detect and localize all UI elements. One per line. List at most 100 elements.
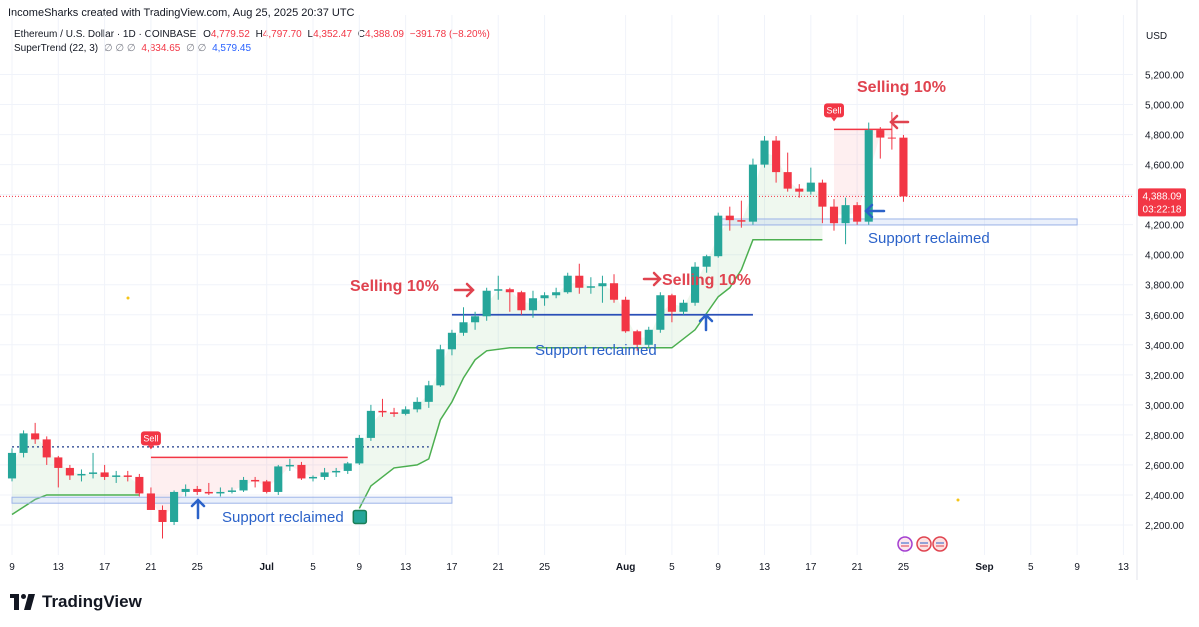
x-tick-label: Jul xyxy=(259,562,274,573)
symbol-legend[interactable]: Ethereum / U.S. Dollar · 1D · COINBASE O… xyxy=(14,29,490,40)
x-tick-label: Sep xyxy=(975,562,993,573)
candle-body xyxy=(725,215,734,221)
tradingview-logo-icon xyxy=(10,594,36,610)
y-tick-label: 2,600.00 xyxy=(1145,461,1184,472)
candle-body xyxy=(667,295,676,312)
event-dot xyxy=(126,296,130,300)
sell-signal-pointer xyxy=(147,445,154,450)
candle-body xyxy=(65,467,74,476)
tradingview-brand: TradingView xyxy=(42,592,142,611)
x-tick-label: Aug xyxy=(616,562,635,573)
candle-body xyxy=(679,302,688,312)
candle-body xyxy=(355,437,364,464)
low-label: L xyxy=(307,29,314,40)
candle-body xyxy=(494,289,503,291)
candle-body xyxy=(436,349,445,386)
x-tick-label: 5 xyxy=(669,562,675,573)
candle-body xyxy=(818,182,827,207)
supertrend-up-line xyxy=(11,494,140,516)
supertrend-up-fill xyxy=(359,152,823,509)
candle-body xyxy=(447,332,456,350)
x-tick-label: 5 xyxy=(310,562,316,573)
candle-body xyxy=(19,433,28,453)
candle-body xyxy=(621,299,630,332)
candle-body xyxy=(760,140,769,165)
y-tick-label: 2,400.00 xyxy=(1145,491,1184,502)
sell-signal-label: Sell xyxy=(826,105,841,115)
candle-body xyxy=(204,491,213,494)
candle-body xyxy=(332,470,341,473)
indicator-legend[interactable]: SuperTrend (22, 3) ∅ ∅ ∅ 4,834.65 ∅ ∅ 4,… xyxy=(14,43,251,54)
candle-body xyxy=(135,476,144,494)
x-tick-label: 13 xyxy=(400,562,412,573)
x-tick-label: 13 xyxy=(759,562,771,573)
candle-body xyxy=(181,488,190,492)
candle-body xyxy=(31,433,40,440)
arrow-icon xyxy=(889,114,910,130)
candle-body xyxy=(563,275,572,293)
candle-body xyxy=(459,322,468,333)
x-tick-label: 25 xyxy=(192,562,204,573)
x-tick-label: 17 xyxy=(805,562,817,573)
candle-body xyxy=(389,412,399,414)
supertrend-up-line xyxy=(358,238,823,509)
candle-body xyxy=(77,473,86,476)
candle-body xyxy=(112,475,121,477)
y-tick-label: 4,000.00 xyxy=(1145,251,1184,262)
candle-body xyxy=(401,409,410,414)
candle-body xyxy=(829,206,839,224)
x-tick-label: 13 xyxy=(1118,562,1130,573)
y-tick-label: 3,000.00 xyxy=(1145,401,1184,412)
x-tick-label: 21 xyxy=(852,562,864,573)
candle-body xyxy=(170,491,179,522)
candle-body xyxy=(123,475,132,477)
candle-body xyxy=(864,130,873,222)
candle-body xyxy=(366,410,375,438)
sell-signal-label: Sell xyxy=(143,433,158,443)
candle-body xyxy=(227,490,237,492)
x-tick-label: 9 xyxy=(9,562,15,573)
x-tick-label: 5 xyxy=(1028,562,1034,573)
support-zone-box xyxy=(11,496,453,504)
selling-annotation: Selling 10% xyxy=(662,272,751,289)
indicator-placeholders: ∅ ∅ ∅ xyxy=(103,43,136,54)
y-tick-label: 4,800.00 xyxy=(1145,131,1184,142)
candle-body xyxy=(714,215,723,257)
candle-body xyxy=(216,491,225,494)
open-label: O xyxy=(203,29,211,40)
candle-body xyxy=(540,295,549,299)
candle-body xyxy=(528,298,538,311)
x-tick-label: 13 xyxy=(53,562,65,573)
candle-body xyxy=(841,205,850,224)
candle-body xyxy=(297,464,306,479)
candle-body xyxy=(320,472,329,477)
candle-body xyxy=(737,220,746,222)
high-value: 4,797.70 xyxy=(262,29,302,40)
candle-body xyxy=(146,493,155,510)
currency-label[interactable]: USD xyxy=(1146,31,1168,42)
x-tick-label: 17 xyxy=(99,562,111,573)
tradingview-logo[interactable]: TradingView xyxy=(10,592,142,612)
candle-body xyxy=(748,164,758,222)
support-zone-box xyxy=(717,218,1078,226)
y-tick-label: 3,600.00 xyxy=(1145,311,1184,322)
economic-event-icon xyxy=(916,536,932,552)
open-value: 4,779.52 xyxy=(210,29,250,40)
candle-body xyxy=(575,275,584,288)
high-label: H xyxy=(255,29,263,40)
candle-body xyxy=(262,481,271,492)
event-dot xyxy=(956,498,960,502)
sell-signal-badge xyxy=(140,431,161,446)
candle-body xyxy=(7,452,17,479)
arrow-icon xyxy=(190,498,206,520)
y-tick-label: 4,600.00 xyxy=(1145,161,1184,172)
candle-body xyxy=(482,290,491,317)
candle-body xyxy=(378,410,387,413)
support-annotation: Support reclaimed xyxy=(868,230,990,247)
sell-signal-pointer xyxy=(830,117,837,122)
candle-body xyxy=(633,331,642,345)
y-tick-label: 3,200.00 xyxy=(1145,371,1184,382)
symbol-name: Ethereum / U.S. Dollar · 1D · COINBASE xyxy=(14,29,197,40)
bar-countdown: 03:22:18 xyxy=(1143,204,1182,215)
